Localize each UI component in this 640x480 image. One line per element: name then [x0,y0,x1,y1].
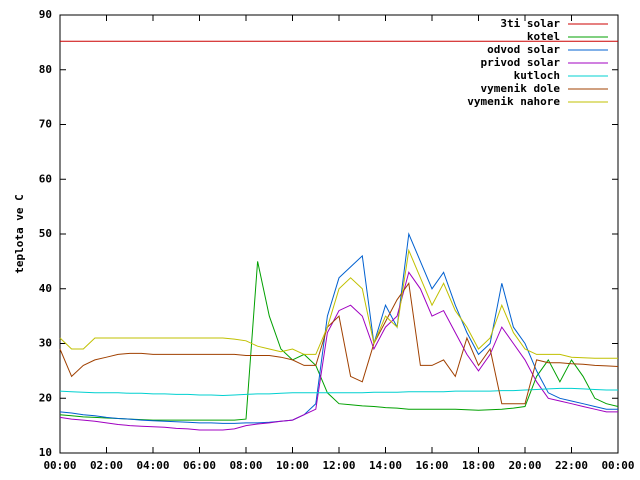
y-tick-label: 40 [39,282,52,295]
x-tick-label: 18:00 [462,459,495,472]
y-tick-label: 90 [39,8,52,21]
legend-label: kutloch [514,69,560,82]
legend-label: vymenik dole [481,82,561,95]
y-tick-label: 30 [39,337,52,350]
legend-label: vymenik nahore [467,95,560,108]
series-line [59,248,618,359]
x-tick-label: 00:00 [43,459,76,472]
x-tick-label: 04:00 [136,459,169,472]
legend-label: 3ti solar [500,17,560,30]
legend-label: privod solar [481,56,561,69]
y-tick-label: 60 [39,172,52,185]
y-tick-label: 50 [39,227,52,240]
x-tick-label: 02:00 [90,459,123,472]
x-tick-label: 16:00 [415,459,448,472]
y-tick-label: 10 [39,446,52,459]
legend-label: kotel [527,30,560,43]
series-line [59,271,618,431]
x-tick-label: 22:00 [555,459,588,472]
x-tick-label: 20:00 [508,459,541,472]
y-tick-label: 70 [39,118,52,131]
x-tick-label: 08:00 [229,459,262,472]
x-tick-label: 10:00 [276,459,309,472]
legend-label: odvod solar [487,43,560,56]
x-tick-label: 06:00 [183,459,216,472]
y-axis-label: teplota ve C [13,194,26,273]
x-tick-label: 00:00 [601,459,634,472]
series-line [59,232,618,424]
x-tick-label: 14:00 [369,459,402,472]
series-line [59,261,619,421]
x-tick-label: 12:00 [322,459,355,472]
y-tick-label: 80 [39,63,52,76]
series-line [59,281,619,405]
y-tick-label: 20 [39,391,52,404]
series-line [59,387,618,397]
